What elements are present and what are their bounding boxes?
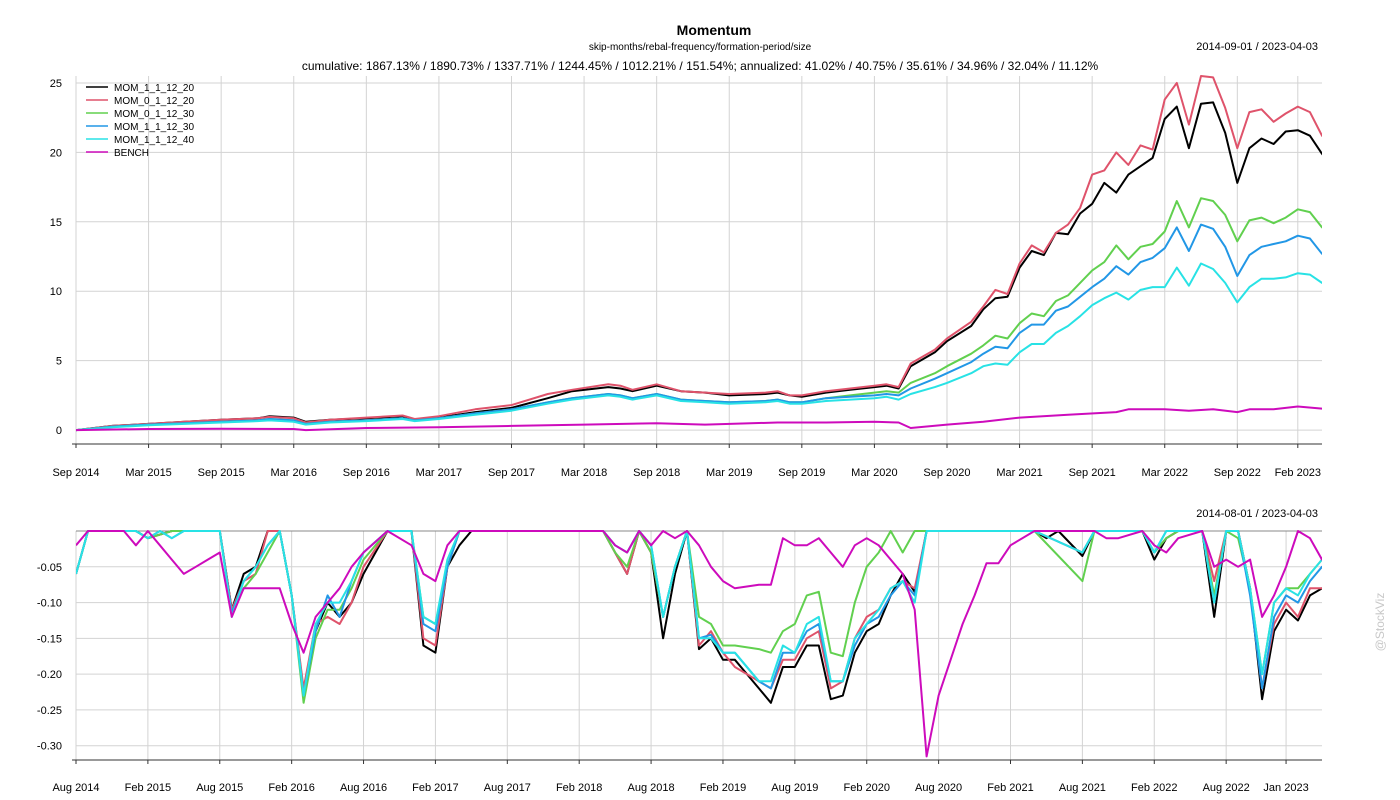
- legend-label: BENCH: [114, 148, 149, 159]
- x-tick-label: Aug 2016: [340, 782, 387, 794]
- chart-title: Momentum: [677, 22, 752, 38]
- legend-label: MOM_1_1_12_40: [114, 135, 194, 146]
- x-tick-label: Sep 2019: [778, 467, 825, 479]
- x-tick-label: Sep 2017: [488, 467, 535, 479]
- y-tick-label: -0.25: [37, 705, 62, 717]
- x-tick-label: Aug 2018: [628, 782, 675, 794]
- x-tick-label: Feb 2018: [556, 782, 602, 794]
- legend-label: MOM_0_1_12_20: [114, 96, 194, 107]
- x-tick-label: Mar 2022: [1141, 467, 1187, 479]
- x-tick-label: Feb 2020: [843, 782, 889, 794]
- x-tick-label: Mar 2018: [561, 467, 607, 479]
- y-tick-label: -0.30: [37, 741, 62, 753]
- x-tick-label: Sep 2016: [343, 467, 390, 479]
- series-line-bench: [76, 530, 1322, 758]
- x-tick-label: Sep 2021: [1069, 467, 1116, 479]
- legend: MOM_1_1_12_20 MOM_0_1_12_20 MOM_0_1_12_30 M…: [86, 83, 194, 159]
- x-tick-label: Mar 2015: [125, 467, 171, 479]
- x-tick-label: Feb 2015: [125, 782, 171, 794]
- x-tick-label: Sep 2015: [198, 467, 245, 479]
- chart-subtitle: skip-months/rebal-frequency/formation-pe…: [589, 42, 812, 53]
- x-tick-label: Aug 2019: [771, 782, 818, 794]
- legend-label: MOM_0_1_12_30: [114, 109, 194, 120]
- x-tick-label: Aug 2017: [484, 782, 531, 794]
- y-tick-label: 10: [50, 286, 62, 298]
- x-tick-label: Feb 2017: [412, 782, 458, 794]
- y-tick-label: -0.10: [37, 598, 62, 610]
- x-tick-label: Aug 2020: [915, 782, 962, 794]
- top-date-range: 2014-09-01 / 2023-04-03: [1196, 41, 1318, 53]
- bottom-date-range: 2014-08-01 / 2023-04-03: [1196, 508, 1318, 520]
- bottom-panel: Aug 2014 Feb 2015 Aug 2015 Feb 2016 Aug 2016…: [37, 530, 1322, 794]
- y-tick-label: 25: [50, 78, 62, 90]
- x-tick-label: Aug 2014: [52, 782, 99, 794]
- stats-line: cumulative: 1867.13% / 1890.73% / 1337.7…: [302, 59, 1099, 73]
- series-line-mom-0-1-12-20: [76, 75, 1322, 432]
- x-tick-label: Feb 2019: [700, 782, 746, 794]
- x-tick-label: Feb 2021: [987, 782, 1033, 794]
- y-tick-label: 15: [50, 217, 62, 229]
- series-line-mom-1-1-12-40: [76, 262, 1322, 432]
- series-line-bench: [76, 405, 1322, 432]
- watermark: @StockViz: [1373, 593, 1387, 652]
- y-tick-label: -0.05: [37, 562, 62, 574]
- x-tick-label: Aug 2022: [1203, 782, 1250, 794]
- x-tick-label: Mar 2017: [416, 467, 462, 479]
- x-tick-label: Mar 2016: [271, 467, 317, 479]
- y-tick-label: -0.20: [37, 669, 62, 681]
- x-tick-label: Feb 2016: [268, 782, 314, 794]
- series-line-mom-1-1-12-40: [76, 530, 1322, 697]
- y-tick-label: 0: [56, 425, 62, 437]
- y-tick-label: 20: [50, 147, 62, 159]
- top-panel: Sep 2014 Mar 2015 Sep 2015 Mar 2016 Sep 2016…: [50, 75, 1322, 479]
- x-tick-label: Mar 2019: [706, 467, 752, 479]
- legend-label: MOM_1_1_12_30: [114, 122, 194, 133]
- y-tick-label: 5: [56, 356, 62, 368]
- x-tick-label: Sep 2018: [633, 467, 680, 479]
- x-tick-label: Sep 2022: [1214, 467, 1261, 479]
- x-tick-label: Sep 2020: [923, 467, 970, 479]
- x-tick-label: Mar 2021: [996, 467, 1042, 479]
- x-tick-label: Feb 2023: [1275, 467, 1321, 479]
- legend-label: MOM_1_1_12_20: [114, 83, 194, 94]
- x-tick-label: Jan 2023: [1263, 782, 1308, 794]
- x-tick-label: Sep 2014: [52, 467, 99, 479]
- x-tick-label: Aug 2021: [1059, 782, 1106, 794]
- y-tick-label: -0.15: [37, 633, 62, 645]
- x-tick-label: Mar 2020: [851, 467, 897, 479]
- x-tick-label: Feb 2022: [1131, 782, 1177, 794]
- x-tick-label: Aug 2015: [196, 782, 243, 794]
